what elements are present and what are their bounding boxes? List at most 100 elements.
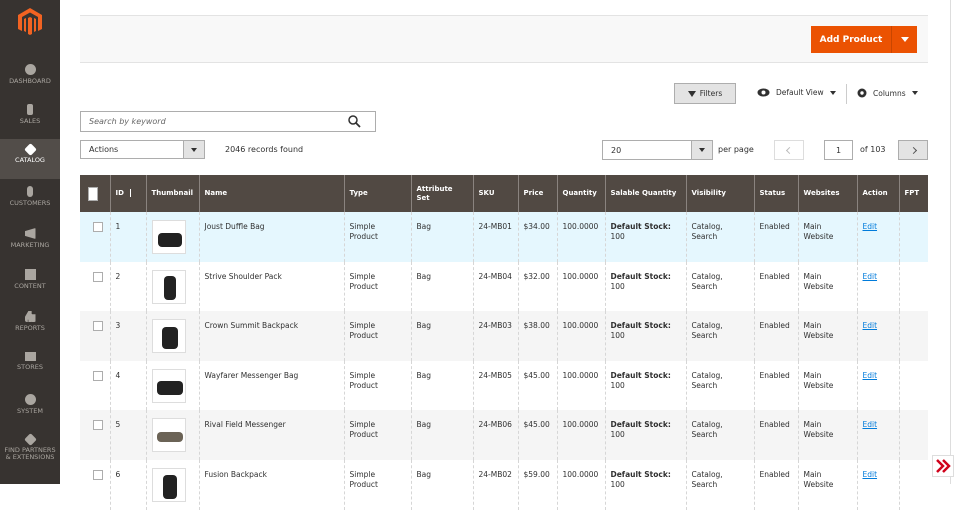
row-checkbox[interactable] (93, 321, 103, 332)
row-checkbox[interactable] (93, 222, 103, 232)
nav-label: STORES (17, 363, 43, 371)
row-checkbox[interactable] (93, 420, 103, 431)
column-title: Type (349, 189, 368, 197)
id: 5 (115, 420, 121, 430)
row-checkbox[interactable] (93, 469, 103, 480)
column-header[interactable]: Salable Quantity (604, 175, 686, 212)
nav-item[interactable]: CUSTOMERS (0, 180, 60, 220)
columns-control[interactable]: Columns (857, 88, 918, 98)
product-row: 1 Joust Duffle Bag Simple Product Bag 24-MB0… (80, 212, 928, 262)
attribute-set: Bag (416, 469, 432, 479)
cell: Default Stock: 100 (604, 410, 686, 460)
edit-link[interactable]: Edit (862, 370, 878, 380)
nav-item[interactable]: CATALOG (0, 139, 60, 179)
select-arrow[interactable] (691, 141, 712, 159)
column-header[interactable]: Status (753, 175, 798, 212)
eye-icon (757, 88, 770, 97)
column-header[interactable]: Type (343, 175, 411, 212)
column-title: Quantity (562, 189, 597, 197)
column-header[interactable]: Name (198, 175, 344, 212)
cell: Simple Product (343, 459, 411, 510)
cell: Main Website (797, 311, 857, 361)
column-header[interactable]: Action (856, 175, 899, 212)
quantity: 100.0000 (562, 271, 599, 281)
edit-link[interactable]: Edit (862, 321, 878, 331)
product-row: 4 Wayfarer Messenger Bag Simple Product Bag… (80, 360, 928, 411)
row-checkbox[interactable] (93, 271, 103, 282)
search-input[interactable]: Search by keyword (80, 111, 376, 132)
cell: Enabled (753, 459, 798, 510)
select-all-checkbox[interactable] (88, 186, 98, 201)
nav-item[interactable]: REPORTS (0, 305, 60, 345)
view-switcher[interactable]: Default View (757, 88, 836, 97)
cell: Main Website (797, 459, 857, 510)
nav-item[interactable]: FIND PARTNERS & EXTENSIONS (0, 429, 60, 477)
salable-label: Default Stock: (610, 420, 671, 430)
actions-select[interactable]: Actions (80, 140, 205, 159)
row-checkbox[interactable] (93, 370, 103, 381)
column-title: Status (759, 189, 786, 197)
sidebar: DASHBOARD SALES CATALOG CUSTOMERS MARKET… (0, 0, 60, 484)
add-product-button[interactable]: Add Product (811, 26, 917, 53)
edit-link[interactable]: Edit (862, 469, 878, 479)
cell: Bag (410, 212, 473, 262)
widget-badge[interactable] (932, 455, 954, 477)
nav-item[interactable]: DASHBOARD (0, 58, 60, 98)
select-arrow[interactable] (183, 141, 204, 158)
header-row: ID Thumbnail Name Type Attribute Set SKU Price… (80, 175, 928, 212)
quantity: 100.0000 (562, 370, 599, 380)
nav-item[interactable]: STORES (0, 346, 60, 386)
cell: 6 (109, 459, 146, 510)
column-header[interactable]: Quantity (556, 175, 605, 212)
attribute-set: Bag (416, 271, 432, 281)
cell: Enabled (753, 261, 798, 312)
column-header[interactable]: ID (109, 175, 146, 212)
column-header[interactable]: Thumbnail (145, 175, 199, 212)
search-placeholder: Search by keyword (89, 117, 166, 126)
visibility: Catalog, Search (691, 271, 723, 291)
column-title: Visibility (691, 189, 726, 197)
column-header[interactable]: Attribute Set (410, 175, 473, 212)
price: $45.00 (523, 420, 550, 430)
edit-link[interactable]: Edit (862, 222, 878, 231)
search-icon[interactable] (348, 115, 361, 128)
price: $34.00 (523, 222, 550, 231)
page-input[interactable]: 1 (824, 140, 853, 160)
next-page-button[interactable] (898, 140, 928, 160)
column-header[interactable]: FPT (898, 175, 928, 212)
cell: Main Website (797, 261, 857, 312)
column-header[interactable]: Price (517, 175, 557, 212)
websites: Main Website (803, 321, 834, 341)
nav-item[interactable]: CONTENT (0, 263, 60, 303)
status: Enabled (759, 271, 790, 281)
cell: $59.00 (517, 459, 557, 510)
cell: Main Website (797, 360, 857, 411)
status: Enabled (759, 370, 790, 380)
cell: 24-MB02 (472, 459, 518, 510)
thumbnail (151, 269, 186, 304)
nav-label: DASHBOARD (9, 77, 51, 85)
column-header[interactable]: Visibility (685, 175, 754, 212)
edit-link[interactable]: Edit (862, 420, 878, 430)
nav-item[interactable]: SYSTEM (0, 388, 60, 428)
quantity: 100.0000 (562, 420, 599, 430)
cell: 2 (109, 261, 146, 312)
thumbnail (151, 319, 186, 354)
column-header[interactable]: SKU (472, 175, 518, 212)
view-label: Default View (776, 88, 824, 97)
cell: Edit (856, 360, 899, 411)
column-header[interactable]: Websites (797, 175, 857, 212)
per-page-select[interactable]: 20 (602, 140, 713, 160)
prev-page-button[interactable] (774, 140, 804, 160)
cell: Enabled (753, 212, 798, 262)
price: $45.00 (523, 370, 550, 380)
filters-button[interactable]: Filters (674, 83, 736, 104)
edit-link[interactable]: Edit (862, 271, 878, 281)
nav-item[interactable]: SALES (0, 98, 60, 138)
cell (898, 311, 928, 361)
nav-item[interactable]: MARKETING (0, 222, 60, 262)
cell: $38.00 (517, 311, 557, 361)
status: Enabled (759, 321, 790, 331)
select-all-header[interactable] (80, 175, 110, 212)
cell: Enabled (753, 410, 798, 460)
